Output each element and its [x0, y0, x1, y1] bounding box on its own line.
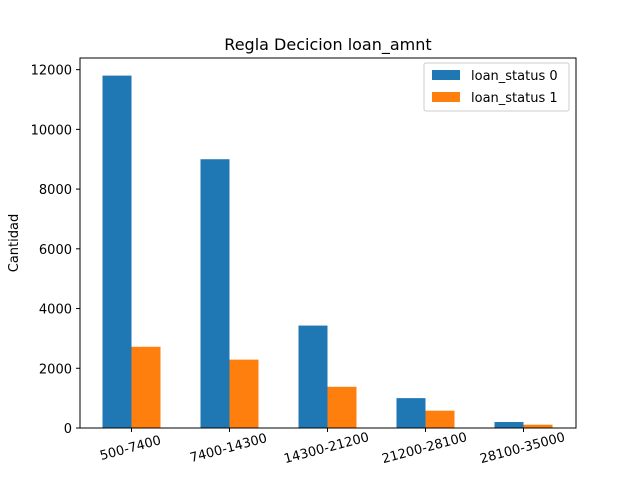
bar-series-1-0	[131, 346, 161, 428]
bar-series-1-1	[229, 359, 259, 428]
y-axis-label: Cantidad	[7, 214, 22, 272]
bars-group	[102, 75, 553, 428]
bar-series-1-3	[425, 410, 455, 428]
legend-box	[423, 62, 570, 112]
legend-label-series-1: loan_status 1	[471, 91, 558, 106]
legend: loan_status 0 loan_status 1	[423, 62, 570, 112]
bar-series-1-2	[327, 386, 357, 428]
bar-series-0-0	[102, 75, 132, 428]
bar-series-0-4	[494, 422, 524, 428]
y-tick-label: 12000	[31, 64, 72, 79]
legend-swatch-series-0	[432, 70, 460, 80]
x-axis: 500-7400 7400-14300 14300-21200 21200-28100…	[98, 428, 567, 467]
legend-swatch-series-1	[432, 92, 460, 102]
chart-title: Regla Decicion loan_amnt	[224, 35, 431, 55]
legend-label-series-0: loan_status 0	[471, 69, 558, 84]
y-axis: 0 2000 4000 6000 8000 10000 12000	[31, 64, 80, 437]
x-tick-label: 500-7400	[98, 433, 162, 464]
x-tick-label: 7400-14300	[188, 431, 268, 466]
bar-series-0-1	[200, 159, 230, 428]
y-tick-label: 10000	[31, 123, 72, 138]
y-tick-label: 2000	[39, 362, 72, 377]
x-tick-label: 28100-35000	[478, 430, 566, 467]
bar-series-1-4	[523, 424, 553, 428]
bar-series-0-2	[298, 325, 328, 428]
x-tick-label: 14300-21200	[282, 430, 370, 467]
x-tick-label: 21200-28100	[380, 430, 468, 467]
y-tick-label: 0	[64, 422, 72, 437]
y-tick-label: 6000	[39, 243, 72, 258]
y-tick-label: 8000	[39, 183, 72, 198]
bar-series-0-3	[396, 398, 426, 428]
y-tick-label: 4000	[39, 303, 72, 318]
